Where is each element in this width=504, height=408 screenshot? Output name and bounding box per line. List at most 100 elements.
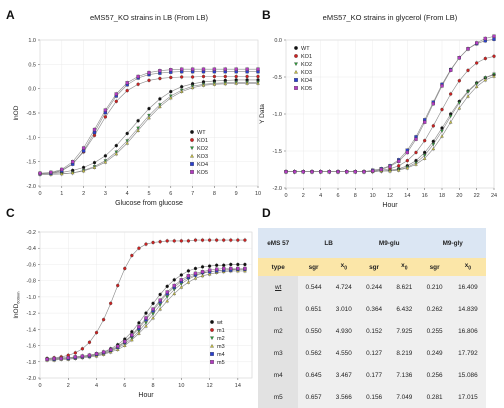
y-tick-label: -2.0 [27, 184, 36, 190]
data-point [114, 99, 118, 103]
table-cell: 17.792 [449, 342, 486, 364]
table-cell: 0.562 [298, 342, 329, 364]
data-point [492, 54, 496, 58]
legend-label: m3 [217, 344, 225, 350]
data-point [130, 253, 134, 258]
y-tick-label: -1.2 [27, 311, 36, 317]
x-axis-label: Hour [382, 202, 398, 209]
x-tick-label: 9 [235, 191, 238, 197]
legend-marker [210, 320, 214, 324]
y-tick-label: -0.4 [27, 246, 36, 252]
x-tick-label: 14 [404, 193, 410, 199]
x-tick-label: 8 [213, 191, 216, 197]
data-point [144, 324, 148, 328]
data-point [71, 160, 75, 164]
data-point [327, 170, 331, 174]
data-point [180, 75, 184, 79]
legend-label: WT [301, 46, 310, 52]
data-point [212, 74, 217, 79]
table-cell: 0.364 [358, 298, 390, 320]
data-point [165, 290, 169, 294]
data-point [73, 355, 77, 359]
table-cell: 0.544 [298, 276, 329, 298]
table-row: m4 0.645 3.467 0.177 7.136 0.256 15.086 [258, 364, 486, 386]
table-cell: 0.244 [358, 276, 390, 298]
table-group-lb: LB [298, 228, 359, 258]
panel-letter-a: A [6, 8, 15, 22]
data-point [101, 317, 106, 322]
data-point [256, 74, 260, 79]
data-point [190, 67, 195, 71]
legend-marker [210, 343, 214, 348]
data-point [448, 120, 453, 124]
data-point [466, 47, 470, 51]
x-tick-label: 6 [169, 191, 172, 197]
data-point [200, 270, 205, 274]
data-point [245, 81, 249, 85]
data-point [423, 120, 427, 124]
table-cell: 0.210 [419, 276, 450, 298]
table-cell: 0.657 [298, 386, 329, 408]
y-tick-label: -0.5 [273, 75, 282, 81]
legend-label: m2 [217, 336, 225, 342]
data-point [151, 240, 155, 245]
data-point [151, 307, 155, 311]
series-m5 [45, 266, 247, 362]
data-point [440, 129, 444, 133]
legend-label: m1 [217, 328, 225, 334]
data-point [136, 128, 140, 132]
legend: wt m1 m2 m3 m4 m5 [210, 320, 225, 366]
data-point [243, 266, 247, 271]
data-point [169, 89, 173, 94]
x-tick-label: 0 [38, 191, 41, 197]
data-point [212, 82, 217, 86]
data-point [158, 97, 162, 101]
data-point [474, 82, 479, 86]
data-point [474, 84, 479, 88]
x-tick-label: 0 [284, 193, 287, 199]
data-point [405, 150, 409, 155]
data-point [397, 159, 401, 164]
data-point [165, 299, 169, 303]
data-point [144, 316, 148, 320]
legend-marker [190, 162, 194, 166]
data-point [345, 170, 349, 174]
data-point [236, 262, 240, 267]
legend-marker [294, 78, 298, 82]
data-point [147, 106, 151, 111]
x-tick-label: 22 [474, 193, 480, 199]
data-point [193, 238, 198, 242]
data-point [172, 283, 176, 288]
data-point [457, 79, 461, 83]
data-point [475, 41, 479, 45]
data-point [137, 331, 141, 335]
y-tick-label: -1.0 [27, 135, 36, 141]
y-tick-label: -1.0 [27, 295, 36, 301]
data-point [215, 267, 219, 271]
data-point [172, 239, 176, 243]
data-point [158, 298, 162, 302]
data-point [200, 265, 205, 269]
y-tick-label: -1.4 [27, 327, 36, 333]
data-point [236, 238, 240, 242]
x-tick-label: 6 [123, 383, 126, 389]
x-tick-label: 4 [319, 193, 322, 199]
data-point [215, 238, 219, 242]
legend-label: KO2 [301, 62, 312, 68]
data-point [158, 240, 162, 244]
table-cell: 3.566 [328, 386, 359, 408]
table-cell: 0.156 [358, 386, 390, 408]
data-point [431, 124, 435, 128]
data-point [414, 137, 418, 141]
data-point [136, 119, 140, 123]
data-point [388, 164, 392, 169]
data-point [223, 74, 227, 79]
data-point [449, 68, 453, 72]
data-point [449, 92, 453, 96]
data-point [45, 357, 49, 361]
data-point [293, 170, 297, 174]
data-point [52, 356, 56, 361]
table-cell: 14.839 [449, 298, 486, 320]
subscript-zero: 0 [344, 265, 347, 272]
data-point [207, 268, 212, 272]
